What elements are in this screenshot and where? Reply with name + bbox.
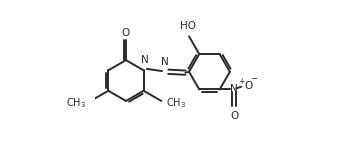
Text: N: N <box>141 55 148 65</box>
Text: HO: HO <box>180 21 196 31</box>
Text: N: N <box>161 57 169 67</box>
Text: CH$_3$: CH$_3$ <box>66 96 86 110</box>
Text: O: O <box>122 28 130 38</box>
Text: N: N <box>230 84 238 94</box>
Text: O: O <box>245 81 253 91</box>
Text: O: O <box>230 111 238 121</box>
Text: CH$_3$: CH$_3$ <box>166 96 186 110</box>
Text: −: − <box>250 74 257 83</box>
Text: +: + <box>238 77 244 85</box>
